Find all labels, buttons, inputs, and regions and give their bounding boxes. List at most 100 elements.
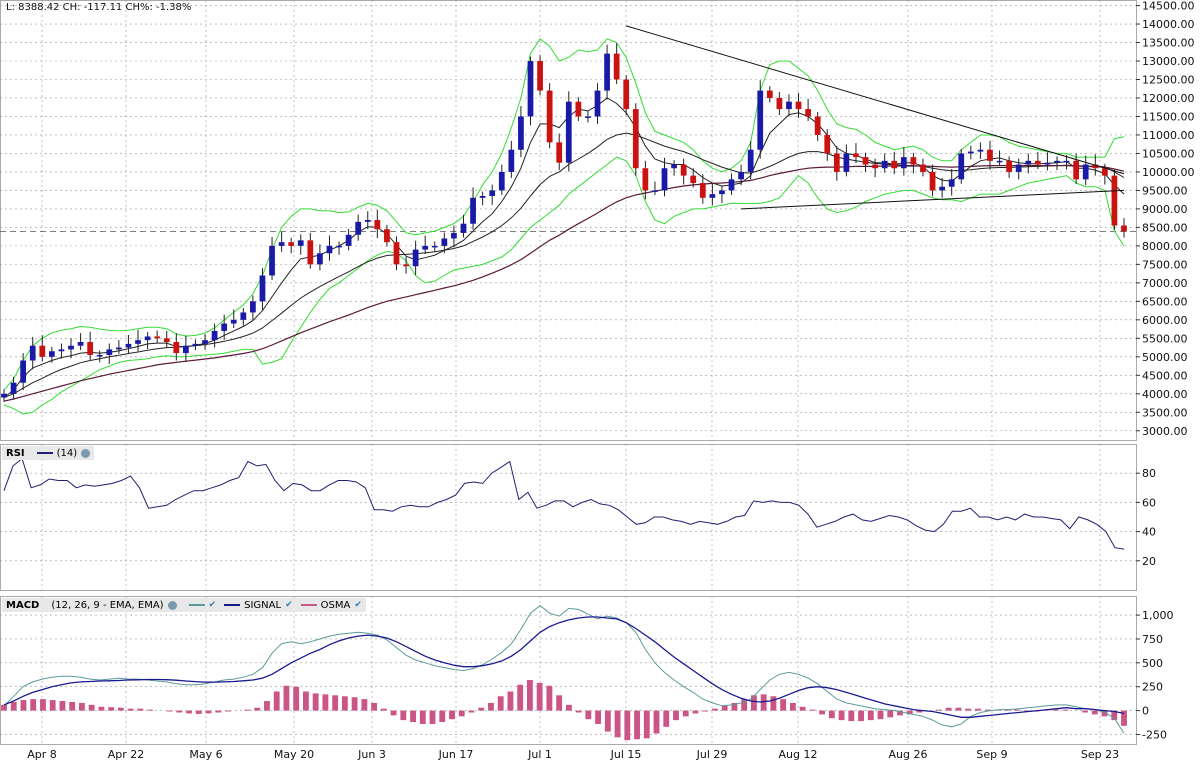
macd-line [3, 604, 1125, 734]
candle-body [891, 160, 898, 169]
macd-y-tick-label: 1,000 [1142, 609, 1174, 622]
candle-body [498, 171, 505, 191]
osma-bar [546, 685, 553, 711]
x-tick-label: Apr 22 [108, 748, 145, 761]
rsi-y-tick-label: 60 [1142, 496, 1156, 509]
candle-body [58, 349, 65, 352]
candle-body [326, 245, 333, 254]
candle-body [297, 240, 304, 246]
candle-body [1006, 160, 1012, 172]
price-y-tick-label: 11500.00 [1142, 110, 1195, 123]
candle-body [508, 149, 515, 172]
candle-body [747, 149, 754, 172]
osma-bar [517, 684, 524, 711]
osma-bar [147, 709, 154, 711]
osma-bar [225, 710, 231, 712]
candle-body [250, 301, 256, 313]
candle-body [671, 164, 677, 169]
candle-body [680, 164, 687, 176]
candle-body [154, 336, 161, 339]
candle-body [958, 153, 965, 180]
candle-body [259, 275, 266, 302]
candle-body [929, 171, 936, 191]
candle-body [240, 312, 247, 320]
osma-bar [565, 704, 572, 711]
macd-y-tick-label: 750 [1142, 633, 1163, 646]
osma-bar [731, 702, 738, 711]
osma-bar [351, 697, 358, 711]
osma-bar [575, 710, 582, 713]
osma-bar [887, 710, 894, 718]
osma-bar [166, 710, 173, 712]
candle-body [604, 53, 610, 91]
osma-bar [449, 710, 455, 720]
x-tick-label: Jul 15 [610, 748, 642, 761]
candle-body [230, 319, 237, 324]
candle-body [1025, 160, 1032, 165]
candle-body [183, 345, 189, 354]
osma-bar [30, 699, 37, 711]
candle-body [987, 149, 993, 161]
osma-bar [507, 691, 514, 711]
osma-bar [1101, 710, 1108, 717]
osma-bar [955, 707, 962, 711]
candle-body [77, 342, 84, 346]
candle-body [766, 90, 773, 98]
price-y-tick-label: 8500.00 [1142, 221, 1188, 234]
rsi-y-tick-label: 80 [1142, 467, 1156, 480]
price-y-tick-label: 11000.00 [1142, 129, 1195, 142]
osma-bar [10, 701, 17, 711]
x-tick-label: May 6 [189, 748, 222, 761]
candle-body [575, 101, 582, 117]
osma-bar [809, 709, 816, 711]
osma-bar [380, 708, 387, 711]
price-y-tick-label: 5500.00 [1142, 332, 1188, 345]
rsi-line [3, 457, 1125, 550]
candle-body [1111, 175, 1118, 226]
candle-body [412, 249, 419, 267]
candle-body [10, 382, 17, 394]
candle-body [202, 340, 208, 344]
candle-body [1034, 160, 1041, 165]
price-y-tick-label: 14000.00 [1142, 18, 1195, 31]
osma-bar [780, 699, 787, 711]
rsi-y-tick-label: 40 [1142, 526, 1156, 539]
osma-bar [293, 686, 300, 711]
osma-bar [478, 707, 485, 711]
osma-bar [945, 707, 952, 711]
osma-bar [965, 708, 972, 711]
osma-bar [682, 710, 689, 717]
osma-bar [273, 691, 280, 711]
price-y-tick-label: 14500.00 [1142, 0, 1195, 13]
x-tick-label: Jun 3 [357, 748, 386, 761]
candle-body [1063, 160, 1070, 163]
candle-body [690, 175, 697, 184]
osma-bar [59, 701, 66, 711]
osma-bar [1121, 710, 1127, 726]
osma-bar [20, 700, 27, 711]
osma-bar [663, 710, 670, 727]
candle-body [20, 360, 27, 383]
osma-bar [78, 702, 85, 711]
price-y-tick-label: 4500.00 [1142, 369, 1188, 382]
osma-bar [936, 709, 942, 711]
osma-bar [488, 702, 494, 711]
candle-body [1054, 160, 1060, 163]
candle-body [1073, 160, 1080, 180]
candle-body [374, 220, 381, 230]
osma-bar [741, 699, 748, 711]
osma-bar [186, 710, 192, 714]
osma-bar [1013, 709, 1020, 711]
osma-bar [604, 710, 611, 732]
osma-bar [770, 696, 777, 711]
osma-bar [332, 695, 339, 711]
candle-body [87, 342, 94, 355]
candle-body [96, 354, 103, 357]
candle-body [613, 53, 620, 80]
osma-bar [916, 710, 923, 713]
candle-body [939, 186, 945, 191]
osma-bar [867, 710, 874, 721]
osma-bar [322, 694, 329, 711]
candle-body [1082, 164, 1089, 180]
